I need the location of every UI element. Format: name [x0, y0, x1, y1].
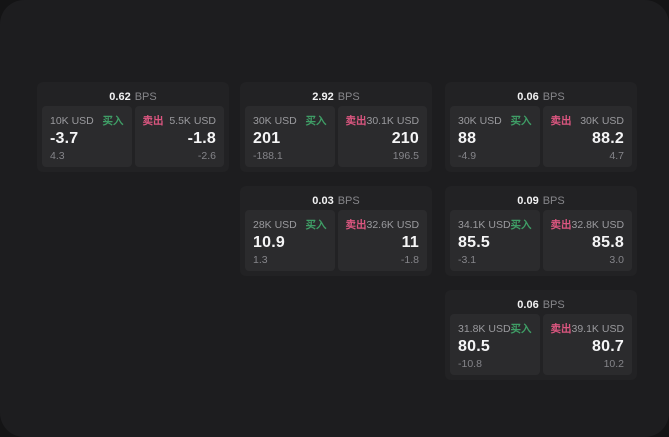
buy-delta: 4.3: [50, 150, 65, 162]
sell-badge: 卖出: [345, 115, 367, 127]
quote-panes: 30K USD 买入 88 -4.9 卖出 30K USD 88.2 4.7: [450, 106, 632, 167]
card-header: 2.92 BPS: [245, 87, 427, 106]
bps-unit-label: BPS: [337, 90, 360, 103]
quote-panes: 34.1K USD 买入 85.5 -3.1 卖出 32.8K USD 85.8…: [450, 210, 632, 271]
sell-pane[interactable]: 卖出 30K USD 88.2 4.7: [542, 106, 632, 167]
buy-badge: 买入: [102, 115, 124, 127]
sell-price: 85.8: [592, 234, 624, 251]
quote-panes: 28K USD 买入 10.9 1.3 卖出 32.6K USD 11 -1.8: [245, 210, 427, 271]
bps-value: 2.92: [312, 90, 334, 103]
sell-price: 88.2: [592, 130, 624, 147]
sell-badge: 卖出: [550, 323, 572, 335]
bps-unit-label: BPS: [542, 298, 565, 311]
sell-pane[interactable]: 卖出 39.1K USD 80.7 10.2: [542, 314, 632, 375]
buy-price: 80.5: [458, 338, 490, 355]
sell-amount: 32.6K USD: [366, 218, 420, 231]
buy-amount: 10K USD: [50, 114, 94, 127]
buy-badge: 买入: [305, 219, 327, 231]
buy-amount: 30K USD: [253, 114, 297, 127]
sell-price: 11: [401, 234, 419, 251]
sell-badge: 卖出: [345, 219, 367, 231]
card-header: 0.03 BPS: [245, 191, 427, 210]
sell-price: 210: [391, 130, 419, 147]
bps-unit-label: BPS: [542, 194, 565, 207]
quote-card: 0.09 BPS 34.1K USD 买入 85.5 -3.1 卖出 32.8K…: [445, 186, 637, 276]
buy-price: 88: [458, 130, 477, 147]
buy-delta: 1.3: [253, 254, 268, 266]
buy-pane[interactable]: 10K USD 买入 -3.7 4.3: [42, 106, 132, 167]
quote-panes: 10K USD 买入 -3.7 4.3 卖出 5.5K USD -1.8 -2.…: [42, 106, 224, 167]
bps-value: 0.09: [517, 194, 539, 207]
bps-value: 0.06: [517, 298, 539, 311]
bps-unit-label: BPS: [542, 90, 565, 103]
buy-badge: 买入: [510, 323, 532, 335]
buy-amount: 30K USD: [458, 114, 502, 127]
sell-delta: -2.6: [197, 150, 216, 162]
buy-price: 85.5: [458, 234, 490, 251]
sell-pane[interactable]: 卖出 32.8K USD 85.8 3.0: [542, 210, 632, 271]
quote-card: 0.06 BPS 30K USD 买入 88 -4.9 卖出 30K USD 8…: [445, 82, 637, 172]
buy-price: 10.9: [253, 234, 285, 251]
buy-delta: -4.9: [458, 150, 477, 162]
sell-amount: 5.5K USD: [169, 114, 216, 127]
card-header: 0.09 BPS: [450, 191, 632, 210]
quote-card: 0.06 BPS 31.8K USD 买入 80.5 -10.8 卖出 39.1…: [445, 290, 637, 380]
sell-amount: 30.1K USD: [366, 114, 420, 127]
quote-card: 0.03 BPS 28K USD 买入 10.9 1.3 卖出 32.6K US…: [240, 186, 432, 276]
buy-pane[interactable]: 30K USD 买入 88 -4.9: [450, 106, 540, 167]
buy-pane[interactable]: 31.8K USD 买入 80.5 -10.8: [450, 314, 540, 375]
sell-delta: 3.0: [609, 254, 624, 266]
bps-value: 0.03: [312, 194, 334, 207]
sell-pane[interactable]: 卖出 5.5K USD -1.8 -2.6: [134, 106, 224, 167]
bps-value: 0.62: [109, 90, 131, 103]
buy-delta: -3.1: [458, 254, 477, 266]
sell-badge: 卖出: [550, 115, 572, 127]
sell-amount: 39.1K USD: [571, 322, 625, 335]
quote-panes: 30K USD 买入 201 -188.1 卖出 30.1K USD 210 1…: [245, 106, 427, 167]
sell-badge: 卖出: [142, 115, 164, 127]
buy-amount: 31.8K USD: [458, 322, 511, 335]
buy-badge: 买入: [510, 219, 532, 231]
sell-badge: 卖出: [550, 219, 572, 231]
sell-pane[interactable]: 卖出 30.1K USD 210 196.5: [337, 106, 427, 167]
sell-price: 80.7: [592, 338, 624, 355]
sell-pane[interactable]: 卖出 32.6K USD 11 -1.8: [337, 210, 427, 271]
buy-pane[interactable]: 30K USD 买入 201 -188.1: [245, 106, 335, 167]
card-header: 0.06 BPS: [450, 87, 632, 106]
sell-amount: 32.8K USD: [571, 218, 625, 231]
buy-badge: 买入: [305, 115, 327, 127]
buy-pane[interactable]: 34.1K USD 买入 85.5 -3.1: [450, 210, 540, 271]
buy-delta: -188.1: [253, 150, 283, 162]
card-header: 0.06 BPS: [450, 295, 632, 314]
bps-unit-label: BPS: [134, 90, 157, 103]
sell-price: -1.8: [187, 130, 216, 147]
sell-amount: 30K USD: [580, 114, 624, 127]
sell-delta: 4.7: [609, 150, 624, 162]
sell-delta: 10.2: [603, 358, 624, 370]
card-header: 0.62 BPS: [42, 87, 224, 106]
buy-delta: -10.8: [458, 358, 482, 370]
buy-pane[interactable]: 28K USD 买入 10.9 1.3: [245, 210, 335, 271]
quote-card: 0.62 BPS 10K USD 买入 -3.7 4.3 卖出 5.5K USD…: [37, 82, 229, 172]
buy-amount: 28K USD: [253, 218, 297, 231]
bps-unit-label: BPS: [337, 194, 360, 207]
quote-panes: 31.8K USD 买入 80.5 -10.8 卖出 39.1K USD 80.…: [450, 314, 632, 375]
buy-price: -3.7: [50, 130, 79, 147]
buy-price: 201: [253, 130, 281, 147]
buy-badge: 买入: [510, 115, 532, 127]
sell-delta: 196.5: [392, 150, 419, 162]
quote-card: 2.92 BPS 30K USD 买入 201 -188.1 卖出 30.1K …: [240, 82, 432, 172]
buy-amount: 34.1K USD: [458, 218, 511, 231]
bps-value: 0.06: [517, 90, 539, 103]
sell-delta: -1.8: [400, 254, 419, 266]
